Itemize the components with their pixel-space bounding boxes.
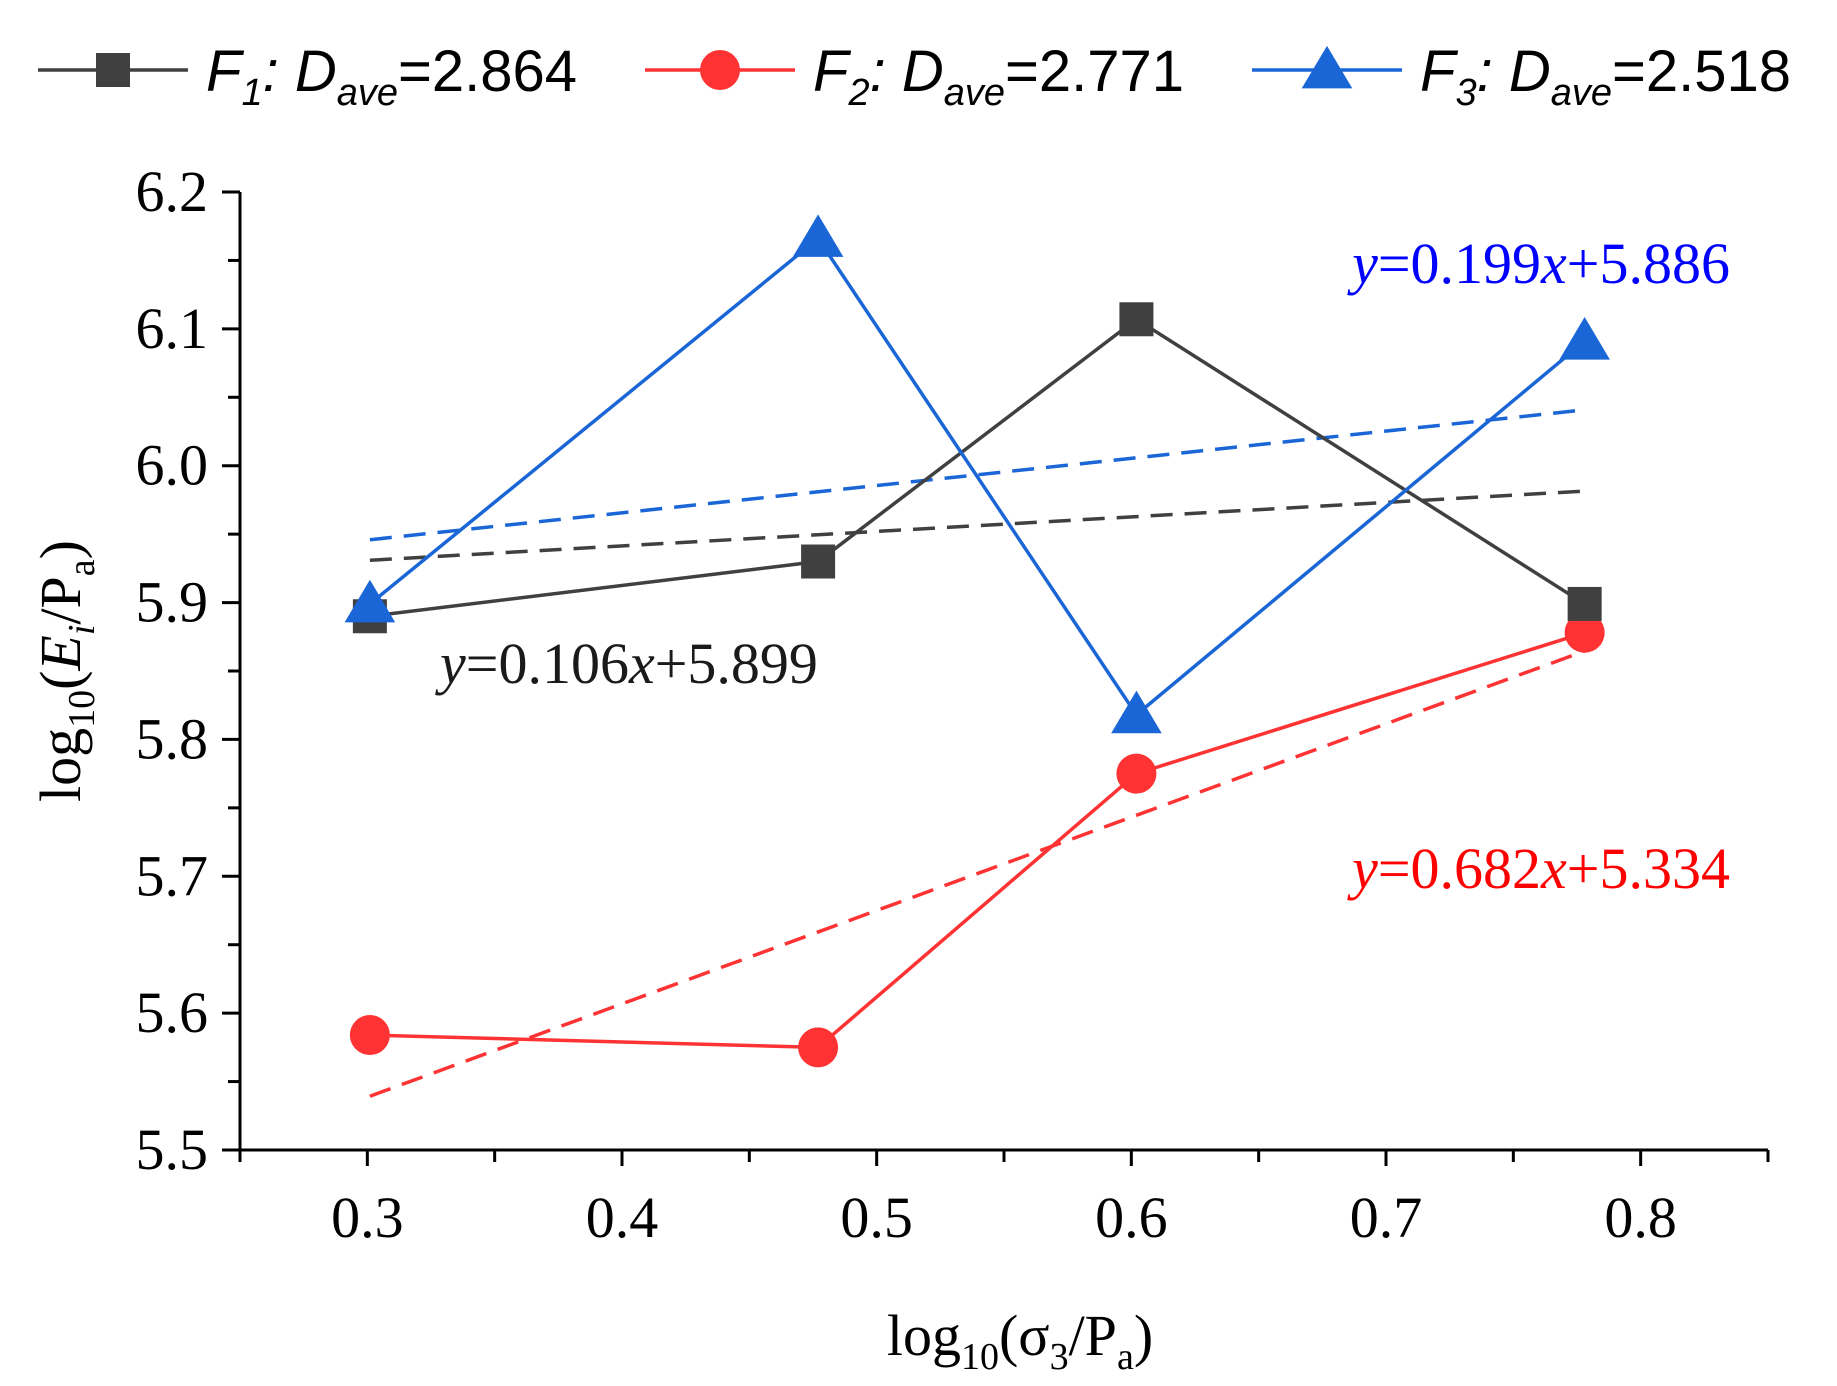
data-point	[1564, 612, 1605, 653]
data-point	[1567, 586, 1602, 621]
data-point	[798, 1027, 839, 1068]
data-point	[1111, 690, 1162, 734]
data-point	[344, 579, 396, 623]
x-tick-label: 0.5	[840, 1185, 913, 1250]
y-tick-label: 6.0	[136, 433, 209, 498]
data-point	[349, 1015, 390, 1056]
series-1	[352, 302, 1602, 634]
fit-line-2	[369, 649, 1586, 1098]
y-tick-label: 5.7	[136, 843, 209, 908]
fit-equation-3: y=0.199x+5.886	[1347, 231, 1730, 296]
fit-equation-1: y=0.106x+5.899	[435, 631, 818, 696]
series-2	[349, 612, 1605, 1068]
x-axis-label: log10(σ3/Pa)	[887, 1303, 1153, 1378]
series-line-1	[369, 317, 1586, 618]
y-tick-label: 6.1	[136, 296, 209, 361]
data-point	[792, 214, 844, 257]
data-point	[1119, 302, 1154, 337]
y-axis-label: log10(Ei/Pa)	[28, 540, 103, 802]
x-tick-label: 0.3	[331, 1185, 404, 1250]
legend-label: F2: Dave=2.771	[813, 39, 1184, 114]
data-point	[1116, 753, 1157, 794]
series-3	[344, 214, 1610, 734]
legend-item-3: F3: Dave=2.518	[1252, 39, 1791, 114]
data-point	[1559, 317, 1610, 360]
legend-item-1: F1: Dave=2.864	[38, 39, 577, 114]
legend-label: F1: Dave=2.864	[206, 39, 577, 114]
fit-line-1	[369, 489, 1585, 563]
series-line-3	[368, 235, 1586, 718]
data-point	[801, 544, 836, 579]
legend-label: F3: Dave=2.518	[1420, 39, 1791, 114]
x-tick-label: 0.4	[586, 1185, 659, 1250]
y-tick-label: 6.2	[136, 159, 209, 224]
x-tick-label: 0.6	[1095, 1185, 1168, 1250]
legend-item-2: F2: Dave=2.771	[645, 39, 1184, 114]
fit-equation-2: y=0.682x+5.334	[1347, 836, 1730, 901]
legend-marker	[1301, 45, 1353, 89]
x-tick-label: 0.7	[1350, 1185, 1423, 1250]
legend-marker	[700, 50, 740, 90]
series-line-2	[369, 631, 1586, 1050]
y-tick-label: 5.6	[136, 980, 209, 1045]
x-tick-label: 0.8	[1604, 1185, 1677, 1250]
y-tick-label: 5.9	[136, 570, 209, 635]
y-tick-label: 5.5	[136, 1117, 209, 1182]
y-tick-label: 5.8	[136, 706, 209, 771]
legend-marker	[96, 53, 130, 87]
